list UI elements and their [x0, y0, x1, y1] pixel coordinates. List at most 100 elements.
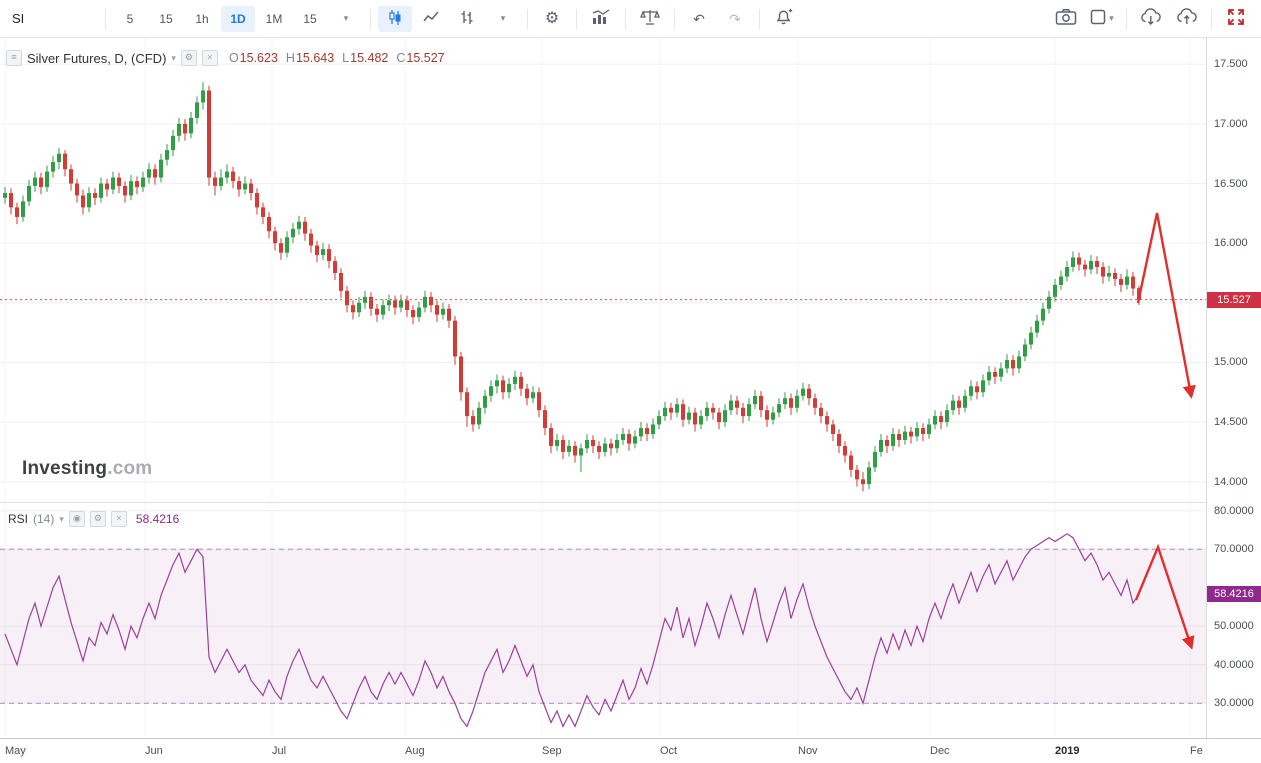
interval-button-15[interactable]: 15 — [159, 11, 173, 26]
interval-button-1m[interactable]: 1M — [265, 11, 283, 26]
indicators-button[interactable] — [584, 6, 618, 32]
symbol-button[interactable]: SI — [8, 11, 98, 26]
price-pane[interactable]: ≡ Silver Futures, D, (CFD) ▾ ⚙ × O 15.623… — [0, 38, 1206, 502]
toolbar: SI 5 15 1h 1D 1M 15 ▾ — [0, 0, 1261, 38]
time-label: Dec — [930, 745, 950, 757]
last-price-badge: 15.527 — [1207, 291, 1261, 308]
undo-button[interactable]: ↶ — [682, 6, 716, 32]
toolbar-separator — [370, 8, 371, 29]
interval-button-15[interactable]: 15 — [303, 11, 317, 26]
ohlc-item: C 15.527 — [396, 51, 445, 65]
interval-button-5[interactable]: 5 — [126, 11, 134, 26]
ohlc-item: L 15.482 — [342, 51, 389, 65]
candlestick-chart-icon — [386, 8, 404, 29]
time-label: Jul — [272, 745, 287, 757]
bar-style-button[interactable] — [450, 6, 484, 32]
interval-button-1d[interactable]: 1D — [221, 5, 255, 32]
toolbar-separator — [759, 8, 760, 29]
load-chart-button[interactable] — [1134, 6, 1168, 32]
settings-button[interactable]: ⚙ — [535, 6, 569, 32]
toolbar-separator — [105, 8, 106, 29]
ohlc-bar-chart-icon — [458, 8, 476, 29]
rsi-current-value: 58.4216 — [135, 512, 180, 526]
legend-settings-icon[interactable]: ⚙ — [89, 511, 106, 527]
compare-scales-icon — [640, 8, 660, 29]
camera-icon — [1055, 8, 1077, 29]
brand-name: Investing — [22, 458, 108, 479]
time-label: May — [5, 745, 26, 757]
gear-icon: ⚙ — [544, 9, 560, 27]
toolbar-separator — [625, 8, 626, 29]
rsi-period: (14) — [33, 512, 55, 526]
price-tick-label: 15.000 — [1214, 356, 1248, 369]
interval-dropdown-button[interactable]: ▾ — [329, 6, 363, 32]
chevron-down-icon[interactable]: ▾ — [171, 52, 176, 63]
interval-button-1h[interactable]: 1h — [195, 11, 209, 26]
time-label: Aug — [405, 745, 425, 757]
panel-menu-icon[interactable]: ≡ — [6, 50, 22, 66]
interval-group: 5 15 1h 1D 1M 15 — [113, 5, 327, 32]
time-label: Jun — [145, 745, 163, 757]
symbol-label: SI — [12, 11, 25, 26]
price-tick-label: 17.000 — [1214, 117, 1248, 130]
rsi-tick-label: 50.0000 — [1214, 620, 1254, 633]
price-tick-label: 16.500 — [1214, 177, 1248, 190]
chevron-down-icon: ▾ — [343, 13, 349, 23]
ohlc-item: H 15.643 — [285, 51, 335, 65]
fullscreen-icon — [1226, 7, 1246, 30]
time-label: Oct — [660, 745, 678, 757]
rsi-chart-canvas[interactable] — [0, 503, 1206, 736]
brand-watermark: Investing.com — [22, 458, 152, 480]
redo-icon: ↷ — [729, 10, 741, 27]
style-dropdown-button[interactable]: ▾ — [486, 6, 520, 32]
undo-icon: ↶ — [693, 10, 705, 27]
time-axis[interactable]: May Jun Jul Aug Sep Oct Nov Dec 2019 Fe — [0, 738, 1261, 763]
rsi-tick-label: 70.0000 — [1214, 543, 1254, 556]
redo-button[interactable]: ↷ — [718, 6, 752, 32]
legend-eye-icon[interactable]: ◉ — [68, 511, 85, 527]
rsi-pane[interactable]: RSI (14) ▾ ◉ ⚙ × 58.4216 — [0, 502, 1206, 738]
legend-close-icon[interactable]: × — [201, 50, 218, 66]
time-label: Sep — [542, 745, 562, 757]
chart-title[interactable]: Silver Futures, D, (CFD) — [27, 50, 167, 66]
legend-settings-icon[interactable]: ⚙ — [180, 50, 197, 66]
fullscreen-button[interactable] — [1219, 6, 1253, 32]
price-tick-label: 17.500 — [1214, 58, 1248, 71]
cloud-upload-icon — [1175, 7, 1199, 30]
cloud-download-icon — [1139, 7, 1163, 30]
candlestick-style-button[interactable] — [378, 5, 412, 32]
price-tick-label: 14.500 — [1214, 416, 1248, 429]
ohlc-values: O 15.623 H 15.643 L 15.482 C 15.527 — [229, 51, 445, 65]
rsi-legend: RSI (14) ▾ ◉ ⚙ × 58.4216 — [8, 511, 179, 527]
price-tick-label: 14.000 — [1214, 475, 1248, 488]
chevron-down-icon[interactable]: ▾ — [59, 513, 64, 524]
price-axis[interactable]: 15.527 58.4216 17.500 17.000 16.500 16.000 1… — [1206, 38, 1261, 738]
rsi-tick-label: 40.0000 — [1214, 658, 1254, 671]
save-chart-button[interactable] — [1170, 6, 1204, 32]
time-label: 2019 — [1055, 745, 1080, 757]
toolbar-separator — [576, 8, 577, 29]
chevron-down-icon: ▾ — [500, 13, 506, 23]
ohlc-item: O 15.623 — [228, 51, 278, 65]
rsi-title[interactable]: RSI — [8, 512, 29, 526]
rsi-tick-label: 80.0000 — [1214, 504, 1254, 517]
price-chart-canvas[interactable] — [0, 38, 1206, 502]
legend-close-icon[interactable]: × — [110, 511, 127, 527]
toolbar-separator — [527, 8, 528, 29]
line-style-button[interactable] — [414, 6, 448, 32]
indicators-icon — [591, 8, 611, 29]
add-alert-button[interactable] — [767, 6, 801, 32]
compare-scales-button[interactable] — [633, 6, 667, 32]
time-label: Nov — [798, 745, 818, 757]
brand-suffix: .com — [107, 458, 153, 479]
price-legend: ≡ Silver Futures, D, (CFD) ▾ ⚙ × O 15.623… — [6, 50, 445, 66]
time-label: Fe — [1190, 745, 1203, 757]
screenshot-button[interactable] — [1049, 6, 1083, 32]
chevron-down-icon: ▾ — [1109, 13, 1114, 23]
layout-button[interactable]: ▾ — [1085, 6, 1119, 32]
rsi-tick-label: 30.0000 — [1214, 697, 1254, 710]
alert-bell-plus-icon — [774, 7, 794, 30]
line-chart-icon — [422, 8, 440, 29]
toolbar-separator — [674, 8, 675, 29]
toolbar-separator — [1211, 8, 1212, 29]
